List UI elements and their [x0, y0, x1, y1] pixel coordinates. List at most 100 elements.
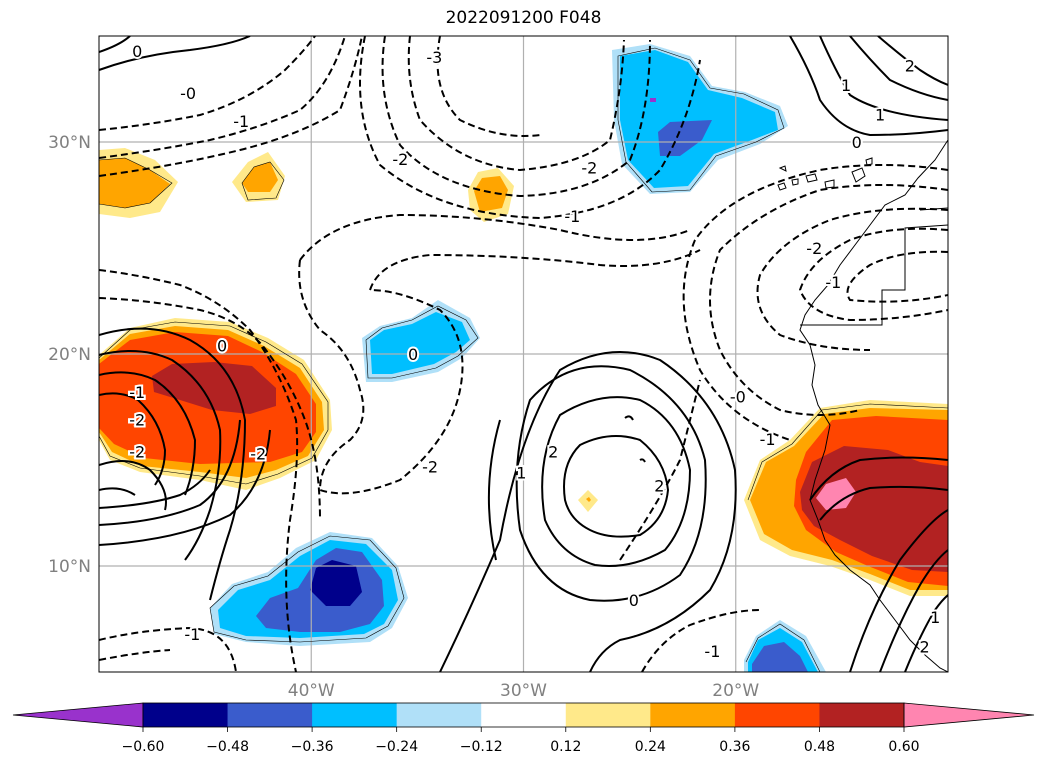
contour-solid	[439, 351, 737, 672]
shade-patch-e-pink	[816, 478, 856, 510]
coastline-island	[778, 165, 787, 172]
contour-label: -1	[704, 642, 720, 661]
contour-label: -2	[806, 239, 822, 258]
shade-patch-small-orange	[242, 162, 278, 192]
contour-lines	[99, 36, 948, 672]
axis-labels: 30°N 20°N 10°N 40°W 30°W 20°W	[48, 133, 759, 701]
contour-solid	[99, 429, 271, 546]
colorbar-tick-label: −0.48	[206, 739, 249, 755]
coastline-island	[851, 167, 866, 183]
colorbar: −0.60 −0.48 −0.36 −0.24 −0.12 0.12 0.24 0.36 0.4…	[12, 702, 1035, 755]
contour-solid	[487, 419, 501, 561]
map-frame	[98, 35, 949, 673]
contour-dashed	[99, 36, 316, 131]
contour-solid	[99, 392, 167, 486]
colorbar-segment	[650, 703, 736, 727]
contour-solid	[99, 487, 136, 496]
colorbar-tick-label: 0.48	[804, 739, 835, 755]
contour-solid	[877, 36, 948, 86]
contour-label: 0	[217, 337, 227, 356]
contour-label: 0	[629, 591, 639, 610]
contour-label: -0	[180, 84, 196, 103]
contour-solid	[99, 371, 197, 496]
contour-label: 0	[132, 42, 142, 61]
shade-outline-s	[745, 623, 821, 672]
colorbar-segment	[312, 703, 398, 727]
contour-dashed	[99, 269, 299, 672]
coastline-island	[791, 178, 799, 186]
border-line	[800, 224, 948, 326]
colorbar-segment	[734, 703, 820, 727]
contour-dashed	[798, 227, 948, 322]
contour-label: -2	[422, 457, 438, 476]
colorbar-tick-label: 0.12	[550, 739, 581, 755]
colorbar-tick-label: −0.12	[460, 739, 503, 755]
shaded-anomaly-field	[99, 44, 948, 672]
shade-patch-n-purple	[650, 98, 656, 102]
contour-solid	[515, 365, 707, 602]
contour-solid	[789, 36, 948, 137]
contour-dashed	[99, 649, 171, 661]
contour-solid	[849, 36, 948, 101]
contour-label: 2	[654, 476, 664, 495]
contour-dashed	[436, 36, 541, 137]
coastline-island	[777, 182, 787, 191]
contour-dashed	[99, 297, 321, 521]
contour-dashed	[99, 36, 346, 159]
shade-outlines	[99, 47, 948, 672]
coastlines	[777, 139, 948, 672]
shade-patch-cw-blue	[370, 312, 470, 374]
coastline-island	[865, 157, 873, 166]
contour-dashed	[709, 184, 948, 416]
contour-dashed	[369, 249, 701, 291]
contour-label: 1	[841, 76, 851, 95]
contour-solid	[563, 435, 670, 538]
colorbar-frame	[142, 702, 905, 728]
shade-patch-w-darkred	[152, 362, 276, 414]
contour-label: 0	[852, 133, 862, 152]
contour-solid	[819, 485, 948, 521]
contour-dashed	[99, 36, 363, 177]
contour-dashed	[756, 207, 948, 351]
colorbar-segment	[227, 703, 313, 727]
contour-dashed	[381, 36, 651, 198]
contour-solid	[99, 419, 241, 526]
contour-solid	[99, 327, 247, 601]
lon-label: 40°W	[288, 681, 335, 701]
contour-solid	[541, 396, 692, 567]
lat-label: 30°N	[48, 133, 91, 153]
contour-dashed	[846, 250, 948, 303]
lon-label: 30°W	[500, 681, 547, 701]
lon-label: 20°W	[712, 681, 759, 701]
colorbar-segment	[565, 703, 651, 727]
shade-patch-mid-orange	[474, 176, 508, 212]
colorbar-segment	[481, 703, 567, 727]
colorbar-segment	[143, 703, 229, 727]
contour-solid	[879, 549, 948, 672]
shade-patch-n-blue	[620, 50, 778, 188]
colorbar-tick-label: −0.36	[291, 739, 334, 755]
contour-label: -1	[760, 430, 776, 449]
lat-label: 20°N	[48, 345, 91, 365]
contour-label: 2	[920, 638, 930, 657]
shade-patch-center-orange	[586, 497, 591, 502]
contour-label: -1	[129, 383, 145, 402]
contour-solid	[99, 36, 251, 71]
shade-outline-e	[747, 403, 948, 501]
contour-label: -0	[730, 387, 746, 406]
contour-dashed	[619, 379, 701, 561]
contour-dashed	[641, 609, 761, 672]
shade-patch-nw-orange	[99, 158, 170, 208]
shade-outline-cw	[365, 305, 479, 379]
colorbar-segment	[819, 703, 905, 727]
colorbar-tick-label: −0.60	[122, 739, 165, 755]
border-line	[919, 207, 948, 211]
contour-label: 1	[516, 464, 526, 483]
coastline-island	[805, 173, 818, 183]
contour-dashed	[298, 259, 464, 495]
contour-dashed	[99, 626, 237, 672]
contour-label: -1	[184, 625, 200, 644]
contour-label: -1	[825, 273, 841, 292]
colorbar-extend-high	[903, 702, 1035, 728]
